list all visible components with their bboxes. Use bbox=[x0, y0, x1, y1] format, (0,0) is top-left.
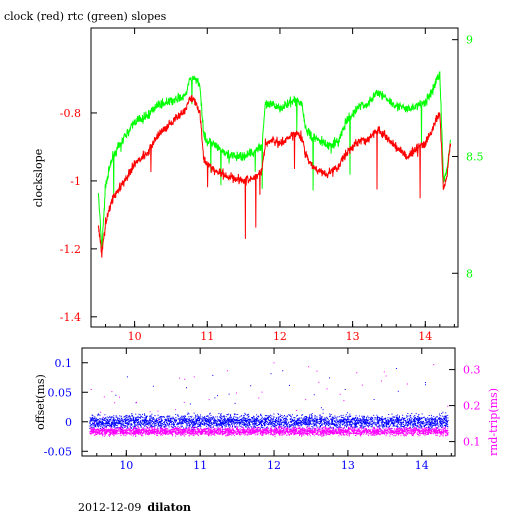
offset-series bbox=[89, 362, 449, 437]
x-tick-label: 14 bbox=[415, 459, 429, 472]
offset-ticks: 10 11 12 13 14 0.1 0.05 0 -0.05 0.3 0.2 0.1 bbox=[44, 348, 481, 472]
rndtrip-ylabel: rnd-trip(ms) bbox=[487, 388, 500, 456]
slopes-panel: clockslope 10 11 12 13 14 -0.8 -1 -1.2 -1.4 9 8.5 8 bbox=[32, 27, 484, 343]
slopes-plot-frame bbox=[90, 27, 459, 328]
slopes-ylabel: clockslope bbox=[32, 149, 45, 207]
y2-tick-label: 0.3 bbox=[463, 364, 481, 377]
offset-plot-frame bbox=[81, 347, 456, 457]
x-tick-label: 12 bbox=[273, 330, 287, 343]
footer-host: dilaton bbox=[147, 501, 191, 512]
y2-tick-label: 9 bbox=[466, 34, 473, 47]
y-tick-label: 0.1 bbox=[55, 357, 73, 370]
series-line-clock bbox=[97, 94, 452, 258]
x-tick-label: 14 bbox=[418, 330, 432, 343]
scatter-points-offset bbox=[89, 368, 449, 432]
x-tick-label: 13 bbox=[341, 459, 355, 472]
footer-date: 2012-12-09 bbox=[78, 501, 141, 512]
x-tick-label: 10 bbox=[119, 459, 133, 472]
y-tick-label: -1 bbox=[70, 175, 81, 188]
x-tick-label: 10 bbox=[128, 330, 142, 343]
x-tick-label: 11 bbox=[193, 459, 207, 472]
y2-tick-label: 0.2 bbox=[463, 400, 481, 413]
slopes-series bbox=[97, 71, 452, 258]
offset-ylabel: offset(ms) bbox=[34, 374, 47, 430]
y-tick-label: -1.2 bbox=[60, 243, 81, 256]
y2-tick-label: 8.5 bbox=[466, 150, 484, 163]
y2-tick-label: 8 bbox=[466, 267, 473, 280]
x-tick-label: 12 bbox=[267, 459, 281, 472]
x-tick-label: 13 bbox=[346, 330, 360, 343]
scatter-points-rnd-trip bbox=[89, 362, 449, 437]
footer-label: 2012-12-09 dilaton bbox=[78, 501, 191, 512]
x-tick-label: 11 bbox=[200, 330, 214, 343]
y-tick-label: -1.4 bbox=[60, 311, 81, 324]
y2-tick-label: 0.1 bbox=[463, 436, 481, 449]
series-line-rtc bbox=[97, 71, 452, 249]
y-tick-label: -0.05 bbox=[44, 445, 72, 458]
offset-panel: offset(ms) rnd-trip(ms) 10 11 12 13 14 0.1 0.0… bbox=[34, 347, 500, 472]
y-tick-label: 0.05 bbox=[48, 386, 73, 399]
y-tick-label: 0 bbox=[65, 416, 72, 429]
chart-title: clock (red) rtc (green) slopes bbox=[4, 10, 167, 23]
y-tick-label: -0.8 bbox=[60, 107, 81, 120]
slopes-ticks: 10 11 12 13 14 -0.8 -1 -1.2 -1.4 9 8.5 8 bbox=[60, 28, 484, 343]
